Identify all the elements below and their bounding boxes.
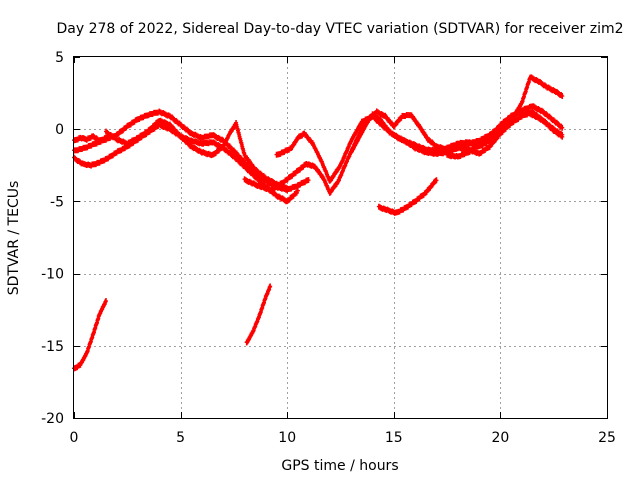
series-arc-h (445, 107, 565, 160)
y-tick-label: -10 (41, 267, 64, 283)
grid (74, 57, 607, 418)
x-tick-label: 20 (491, 430, 509, 446)
y-tick-label: -20 (41, 411, 64, 427)
data-series (72, 74, 565, 372)
series-arc-c (72, 108, 311, 194)
series-early-low (72, 298, 108, 372)
y-tick-label: -5 (50, 194, 64, 210)
chart-title: Day 278 of 2022, Sidereal Day-to-day VTE… (57, 21, 624, 37)
x-tick-label: 15 (385, 430, 403, 446)
series-mid-low (244, 283, 273, 346)
y-tick-label: 5 (55, 50, 64, 66)
plot-frame (73, 56, 608, 419)
x-axis-label: GPS time / hours (281, 458, 398, 474)
x-tick-label: 0 (70, 430, 79, 446)
x-tick-label: 10 (278, 430, 296, 446)
series-arc-d (103, 117, 290, 192)
x-tick-label: 25 (598, 430, 616, 446)
y-tick-label: -15 (41, 339, 64, 355)
y-tick-label: 0 (55, 122, 64, 138)
x-tick-label: 5 (176, 430, 185, 446)
y-axis-label: SDTVAR / TECUs (6, 181, 22, 296)
axis-ticks: 0 5 10 15 20 25 -20 -15 -10 -5 0 5 (41, 50, 616, 446)
series-late-low (376, 177, 439, 216)
